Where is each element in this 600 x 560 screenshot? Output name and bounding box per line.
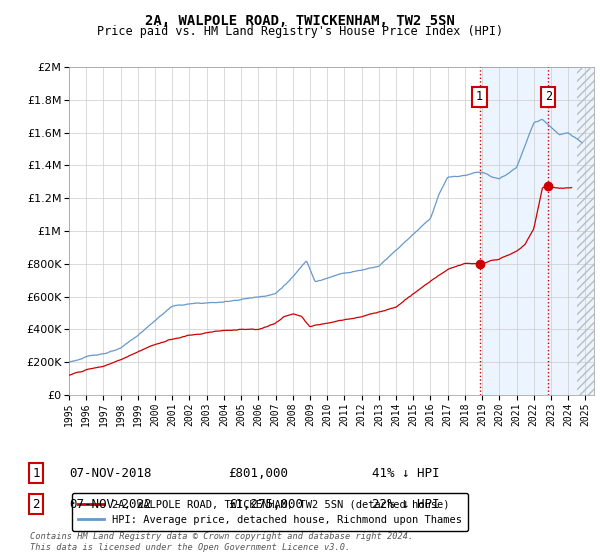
- Bar: [577, 67, 594, 395]
- Text: £801,000: £801,000: [228, 466, 288, 480]
- Text: Price paid vs. HM Land Registry's House Price Index (HPI): Price paid vs. HM Land Registry's House …: [97, 25, 503, 38]
- Text: 41% ↓ HPI: 41% ↓ HPI: [372, 466, 439, 480]
- Text: 07-NOV-2022: 07-NOV-2022: [69, 497, 151, 511]
- Legend: 2A, WALPOLE ROAD, TWICKENHAM, TW2 5SN (detached house), HPI: Average price, deta: 2A, WALPOLE ROAD, TWICKENHAM, TW2 5SN (d…: [71, 493, 469, 531]
- Text: 2: 2: [545, 90, 552, 103]
- Text: Contains HM Land Registry data © Crown copyright and database right 2024.
This d: Contains HM Land Registry data © Crown c…: [30, 532, 413, 552]
- Text: 2: 2: [32, 497, 40, 511]
- Text: 1: 1: [476, 90, 483, 103]
- Text: £1,275,000: £1,275,000: [228, 497, 303, 511]
- Text: 2A, WALPOLE ROAD, TWICKENHAM, TW2 5SN: 2A, WALPOLE ROAD, TWICKENHAM, TW2 5SN: [145, 14, 455, 28]
- Text: 07-NOV-2018: 07-NOV-2018: [69, 466, 151, 480]
- Text: 1: 1: [32, 466, 40, 480]
- Text: 22% ↓ HPI: 22% ↓ HPI: [372, 497, 439, 511]
- Bar: [482, 67, 594, 395]
